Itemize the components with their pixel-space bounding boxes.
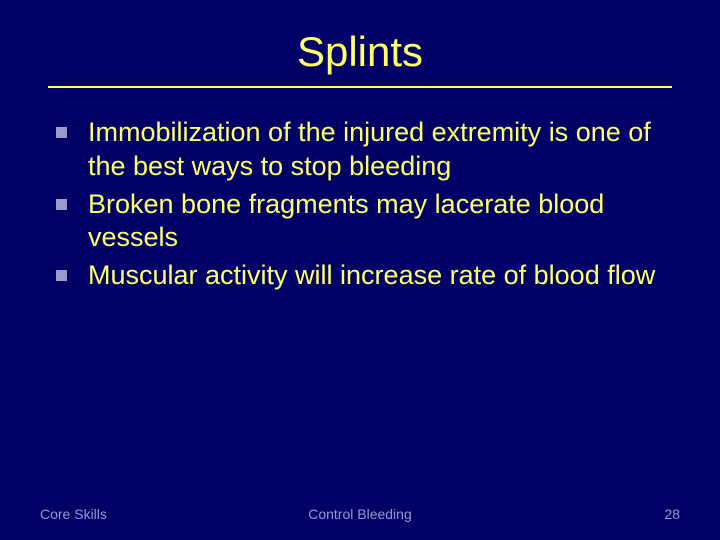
bullet-text: Muscular activity will increase rate of … — [88, 260, 655, 290]
bullet-text: Immobilization of the injured extremity … — [88, 117, 651, 181]
slide: Splints Immobilization of the injured ex… — [0, 0, 720, 540]
slide-title: Splints — [0, 0, 720, 86]
footer-page-number: 28 — [664, 506, 680, 522]
list-item: Muscular activity will increase rate of … — [40, 259, 680, 293]
square-bullet-icon — [56, 127, 67, 138]
footer-center: Control Bleeding — [0, 506, 720, 522]
list-item: Broken bone fragments may lacerate blood… — [40, 188, 680, 256]
square-bullet-icon — [56, 270, 67, 281]
bullet-text: Broken bone fragments may lacerate blood… — [88, 189, 604, 253]
bullet-list: Immobilization of the injured extremity … — [40, 116, 680, 293]
square-bullet-icon — [56, 199, 67, 210]
list-item: Immobilization of the injured extremity … — [40, 116, 680, 184]
slide-content: Immobilization of the injured extremity … — [0, 88, 720, 293]
